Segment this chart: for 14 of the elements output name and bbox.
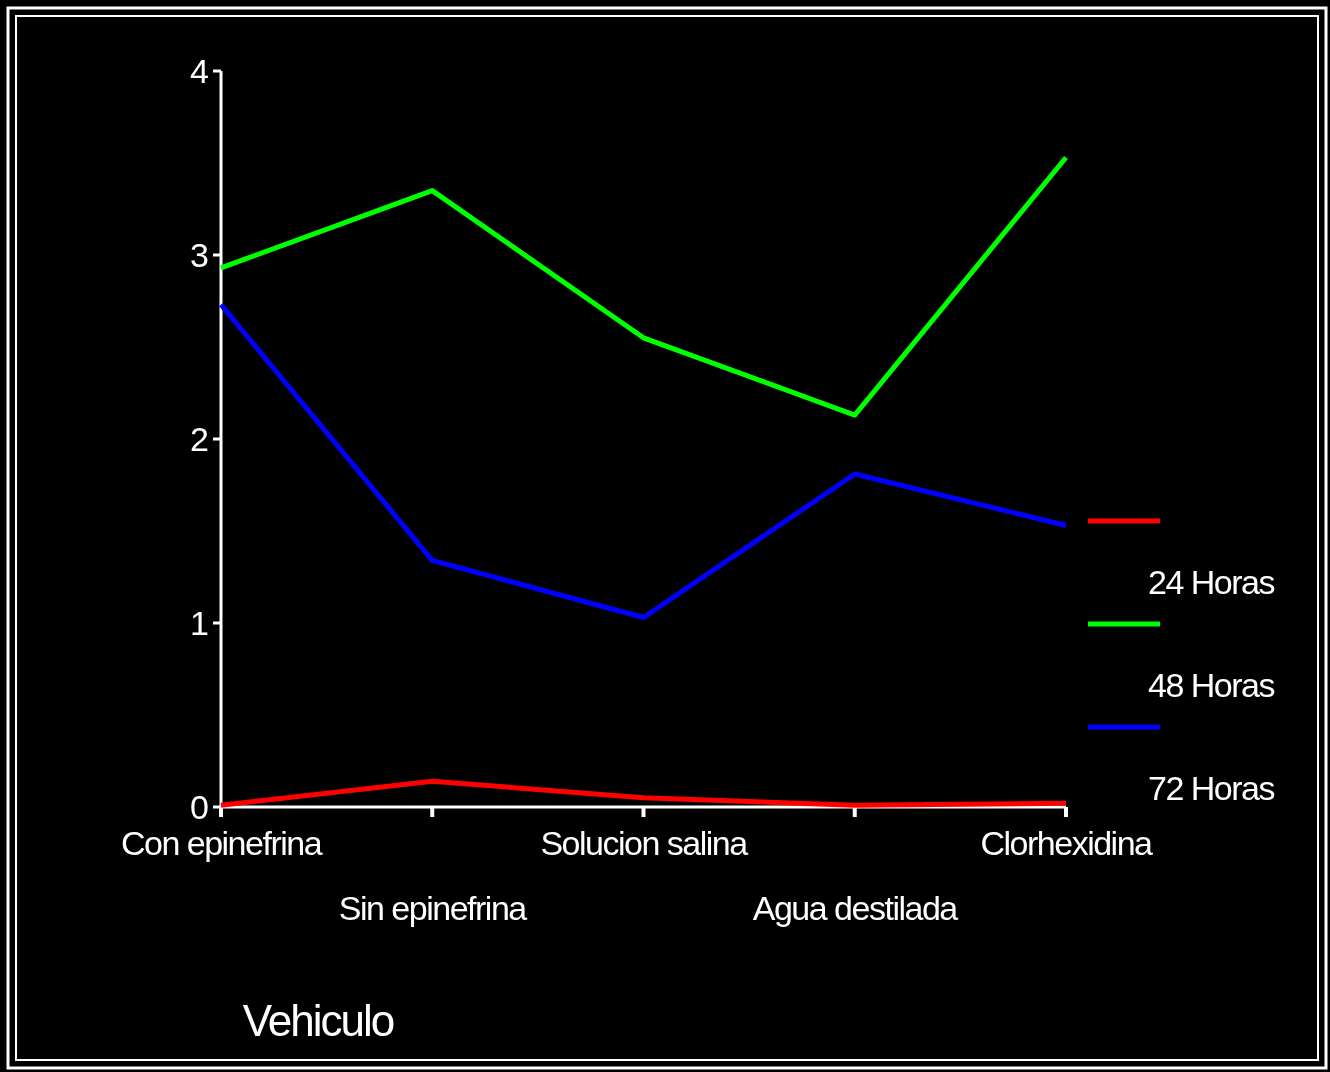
y-tick-label: 2 — [190, 419, 209, 458]
x-tick-label: Sin epinefrina — [338, 889, 528, 927]
x-tick-label: Solucion salina — [540, 824, 749, 862]
legend-label: 24 Horas — [1148, 563, 1275, 601]
legend-label: 72 Horas — [1148, 769, 1275, 807]
y-tick-label: 4 — [190, 51, 209, 90]
x-axis-title: Vehiculo — [242, 996, 394, 1045]
x-tick-label: Agua destilada — [752, 889, 959, 927]
y-tick-label: 1 — [190, 603, 209, 642]
y-tick-label: 3 — [190, 235, 209, 274]
x-tick-label: Con epinefrina — [120, 824, 323, 862]
y-tick-label: 0 — [190, 787, 209, 826]
legend-label: 48 Horas — [1148, 666, 1275, 704]
x-tick-label: Clorhexidina — [980, 824, 1154, 862]
